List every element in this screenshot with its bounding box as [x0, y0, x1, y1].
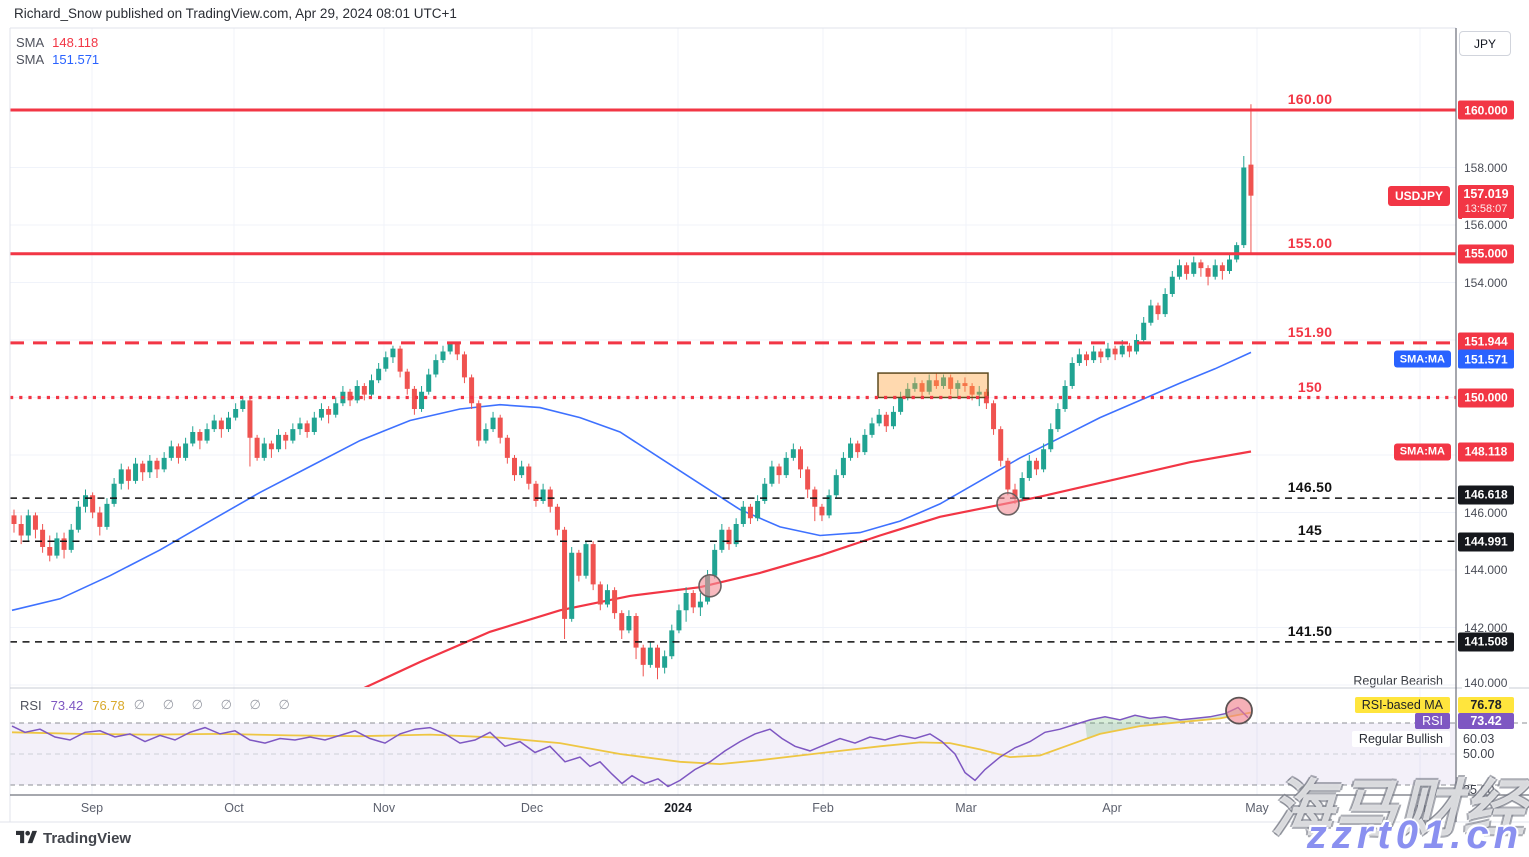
- price-axis-tick: 158.000: [1462, 160, 1510, 175]
- rsi-current-value: 73.42: [50, 697, 84, 713]
- rsi-indicator-name: RSI: [20, 697, 42, 713]
- price-level-badge: 146.618: [1458, 485, 1514, 505]
- rsi-axis-label: RSI-based MA: [1354, 697, 1450, 713]
- price-level-badge: 150.000: [1458, 388, 1514, 407]
- level-label: 150: [1297, 378, 1323, 395]
- level-label: 160.00: [1287, 91, 1333, 107]
- price-level-badge: 151.944: [1458, 332, 1514, 352]
- sma-label: SMA: [16, 52, 45, 67]
- price-axis-tick: 144.000: [1462, 563, 1510, 577]
- price-axis-tick: 154.000: [1462, 275, 1510, 290]
- level-label: 151.90: [1287, 323, 1333, 340]
- rsi-axis-value: 73.42: [1458, 713, 1514, 729]
- price-level-badge: 155.000: [1458, 244, 1514, 264]
- currency-unit-button[interactable]: JPY: [1459, 31, 1511, 56]
- rsi-ma-current-value: 76.78: [92, 697, 125, 713]
- price-axis-tick: 142.000: [1462, 620, 1510, 635]
- sma-axis-tag: SMA:MA: [1393, 443, 1451, 461]
- time-axis-label-dec[interactable]: Dec: [520, 801, 544, 815]
- level-label: 155.00: [1287, 234, 1333, 251]
- price-level-badge: 148.118: [1458, 442, 1514, 462]
- time-axis-label-jun[interactable]: Jun: [1409, 801, 1431, 815]
- price-level-badge: 141.508: [1458, 632, 1514, 652]
- price-axis-tick: 140.000: [1462, 676, 1510, 690]
- attribution-text: Richard_Snow published on TradingView.co…: [14, 6, 457, 21]
- time-axis-label-oct[interactable]: Oct: [224, 801, 244, 815]
- price-axis-tick: 146.000: [1462, 505, 1510, 520]
- time-axis-label-feb[interactable]: Feb: [812, 801, 834, 815]
- tradingview-footer[interactable]: TradingView: [16, 830, 131, 847]
- rsi-axis-value: 25.00: [1463, 783, 1495, 797]
- sma-label: SMA: [16, 35, 45, 50]
- sma-value: 151.571: [52, 52, 100, 67]
- time-axis-label-sep[interactable]: Sep: [80, 801, 104, 815]
- rsi-legend[interactable]: RSI 73.42 76.78 ∅ ∅ ∅ ∅ ∅ ∅: [20, 697, 297, 713]
- time-axis-label-nov[interactable]: Nov: [372, 801, 396, 815]
- time-axis-label-2024[interactable]: 2024: [664, 801, 692, 815]
- sma-legend-row-1: SMA 148.118: [16, 34, 99, 51]
- rsi-axis-label: Regular Bullish: [1351, 731, 1450, 747]
- sma-legend-row-2: SMA 151.571: [16, 51, 99, 68]
- price-level-badge: 151.571: [1458, 349, 1514, 369]
- sma-value: 148.118: [52, 35, 99, 50]
- tradingview-logo-icon: [16, 830, 37, 847]
- indicator-legend[interactable]: SMA 148.118 SMA 151.571: [16, 34, 99, 68]
- time-axis-label-may[interactable]: May: [1245, 801, 1269, 815]
- tradingview-brand-text: TradingView: [43, 830, 132, 847]
- rsi-axis-value: 76.78: [1458, 697, 1514, 713]
- last-price-badge: 157.019 13:58:07: [1458, 185, 1514, 219]
- price-level-badge: 144.991: [1458, 532, 1514, 551]
- price-level-badge: 160.000: [1458, 100, 1514, 120]
- time-axis-label-apr[interactable]: Apr: [1102, 801, 1122, 815]
- rsi-axis-value: 60.03: [1463, 732, 1495, 746]
- level-label: 146.50: [1287, 479, 1333, 496]
- level-label: 145: [1297, 522, 1323, 539]
- empty-indicator-slots-icon: ∅ ∅ ∅ ∅ ∅ ∅: [133, 697, 297, 712]
- rsi-axis-value: 50.00: [1463, 747, 1495, 761]
- sma-axis-tag: SMA:MA: [1393, 350, 1451, 368]
- last-price-value: 157.019: [1463, 187, 1509, 201]
- level-label: 141.50: [1287, 622, 1333, 639]
- rsi-axis-label: RSI: [1415, 713, 1450, 729]
- symbol-price-tag: USDJPY: [1387, 186, 1450, 206]
- time-axis-label-mar[interactable]: Mar: [955, 801, 977, 815]
- price-axis-tick: 156.000: [1462, 218, 1510, 232]
- countdown-timer: 13:58:07: [1464, 203, 1508, 215]
